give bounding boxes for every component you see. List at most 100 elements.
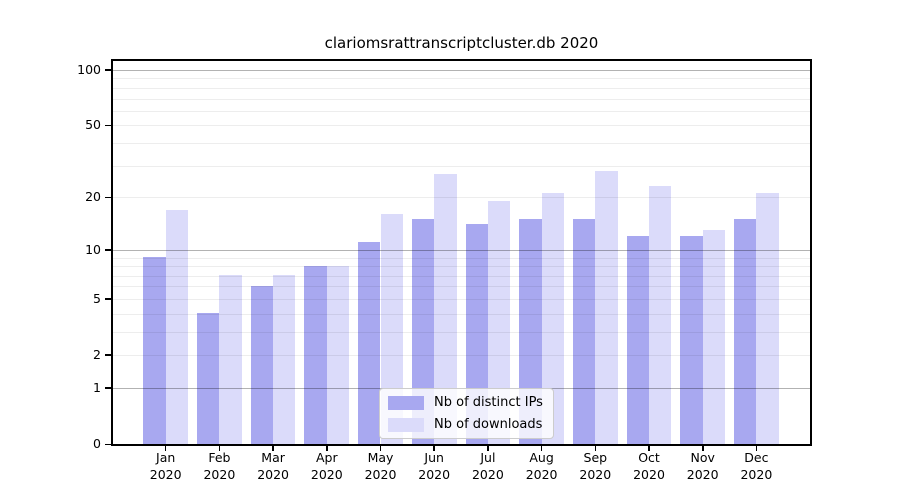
x-tick-year: 2020 <box>633 466 665 482</box>
x-tick-mark <box>540 446 543 451</box>
x-tick-label: May 2020 <box>354 450 408 483</box>
y-tick-label: 2 <box>93 347 101 363</box>
gridline-minor <box>113 143 810 144</box>
x-tick-label: Oct 2020 <box>622 450 676 483</box>
gridline-minor <box>113 266 810 267</box>
x-tick-month: Mar <box>261 450 285 465</box>
y-tick-mark <box>105 124 111 127</box>
y-tick-mark <box>105 354 111 356</box>
x-tick-month: Sep <box>583 450 608 465</box>
x-tick-label: Sep 2020 <box>568 450 622 483</box>
gridline-minor <box>113 78 810 80</box>
x-tick-month: Feb <box>208 450 231 465</box>
x-tick-month: Nov <box>690 450 715 465</box>
gridline-minor <box>113 165 810 167</box>
y-tick-mark <box>105 443 111 446</box>
bar-dec-downloads <box>756 193 779 444</box>
x-tick-month: Jan <box>156 450 176 465</box>
x-tick-month: Oct <box>638 450 660 465</box>
gridline-major <box>113 249 810 251</box>
gridline-minor <box>113 87 810 89</box>
x-tick-mark <box>755 446 758 451</box>
x-tick-mark <box>594 446 596 451</box>
gridline-major <box>113 69 810 71</box>
bar-jun-downloads <box>434 173 457 444</box>
bar-apr-ips <box>304 265 327 444</box>
y-tick-mark <box>105 298 111 300</box>
x-tick-mark <box>218 446 221 451</box>
gridline-minor <box>113 125 810 127</box>
x-tick-mark <box>164 446 167 451</box>
gridline-minor <box>113 257 810 259</box>
legend: Nb of distinct IPs Nb of downloads <box>379 388 554 439</box>
bar-oct-downloads <box>649 186 672 444</box>
legend-item-downloads: Nb of downloads <box>388 417 543 432</box>
bar-feb-ips <box>197 313 220 444</box>
x-tick-year: 2020 <box>257 466 289 482</box>
legend-label-downloads: Nb of downloads <box>434 417 543 432</box>
legend-swatch-downloads-icon <box>388 417 424 432</box>
x-tick-label: Jan 2020 <box>139 450 193 483</box>
legend-item-distinct-ips: Nb of distinct IPs <box>388 395 543 410</box>
legend-swatch-distinct-ips-icon <box>388 395 424 410</box>
bar-apr-downloads <box>326 265 350 444</box>
x-tick-mark <box>272 446 274 451</box>
gridline-minor <box>113 355 810 357</box>
y-tick-mark <box>105 69 111 71</box>
x-tick-month: Jun <box>424 450 444 465</box>
gridline-minor <box>113 98 810 100</box>
gridline-minor <box>113 313 810 315</box>
y-tick-label: 100 <box>77 61 101 77</box>
x-tick-mark <box>433 446 435 451</box>
bar-may-ips <box>358 242 381 444</box>
gridline-minor <box>113 275 810 277</box>
x-tick-mark <box>702 446 704 451</box>
bar-oct-ips <box>626 235 649 444</box>
x-tick-year: 2020 <box>364 466 397 482</box>
y-tick-mark <box>105 249 111 251</box>
bar-dec-ips <box>734 219 757 444</box>
x-tick-label: Aug 2020 <box>515 450 569 483</box>
bar-sep-downloads <box>595 170 618 444</box>
bar-may-downloads <box>380 214 403 444</box>
chart-title: clariomsrattranscriptcluster.db 2020 <box>324 34 599 52</box>
gridline-minor <box>113 331 810 333</box>
x-tick-label: Feb 2020 <box>192 450 246 483</box>
bar-aug-ips <box>519 219 542 444</box>
y-tick-label: 50 <box>85 117 101 133</box>
y-tick-label: 10 <box>85 241 101 257</box>
gridline-minor <box>113 110 810 112</box>
plot-area: Nb of distinct IPs Nb of downloads <box>111 59 812 446</box>
y-tick-mark <box>105 387 111 389</box>
y-tick-label: 5 <box>93 290 101 306</box>
x-tick-month: Apr <box>315 450 338 465</box>
x-tick-mark <box>379 446 382 451</box>
bar-jun-ips <box>411 219 435 444</box>
x-tick-year: 2020 <box>686 466 719 482</box>
bar-mar-ips <box>250 286 274 444</box>
x-tick-month: Dec <box>744 450 769 465</box>
x-tick-label: Mar 2020 <box>246 450 300 483</box>
y-tick-label: 1 <box>93 380 101 396</box>
x-tick-year: 2020 <box>525 466 558 482</box>
x-tick-year: 2020 <box>310 466 343 482</box>
x-tick-year: 2020 <box>471 466 504 482</box>
y-tick-label: 20 <box>85 189 101 205</box>
bar-nov-ips <box>680 235 703 444</box>
bar-mar-downloads <box>273 275 296 444</box>
bar-feb-downloads <box>219 275 242 444</box>
y-tick-label: 0 <box>93 436 101 452</box>
x-tick-mark <box>487 446 489 451</box>
x-tick-label: Jun 2020 <box>407 450 461 483</box>
bar-aug-downloads <box>541 193 564 444</box>
x-tick-year: 2020 <box>203 466 236 482</box>
x-tick-month: Aug <box>529 450 554 465</box>
x-tick-label: Apr 2020 <box>300 450 354 483</box>
gridline-minor <box>113 298 810 300</box>
gridline-minor <box>113 286 810 288</box>
x-tick-year: 2020 <box>579 466 612 482</box>
x-tick-month: Jul <box>480 450 496 465</box>
x-tick-mark <box>326 446 328 451</box>
x-tick-year: 2020 <box>418 466 451 482</box>
